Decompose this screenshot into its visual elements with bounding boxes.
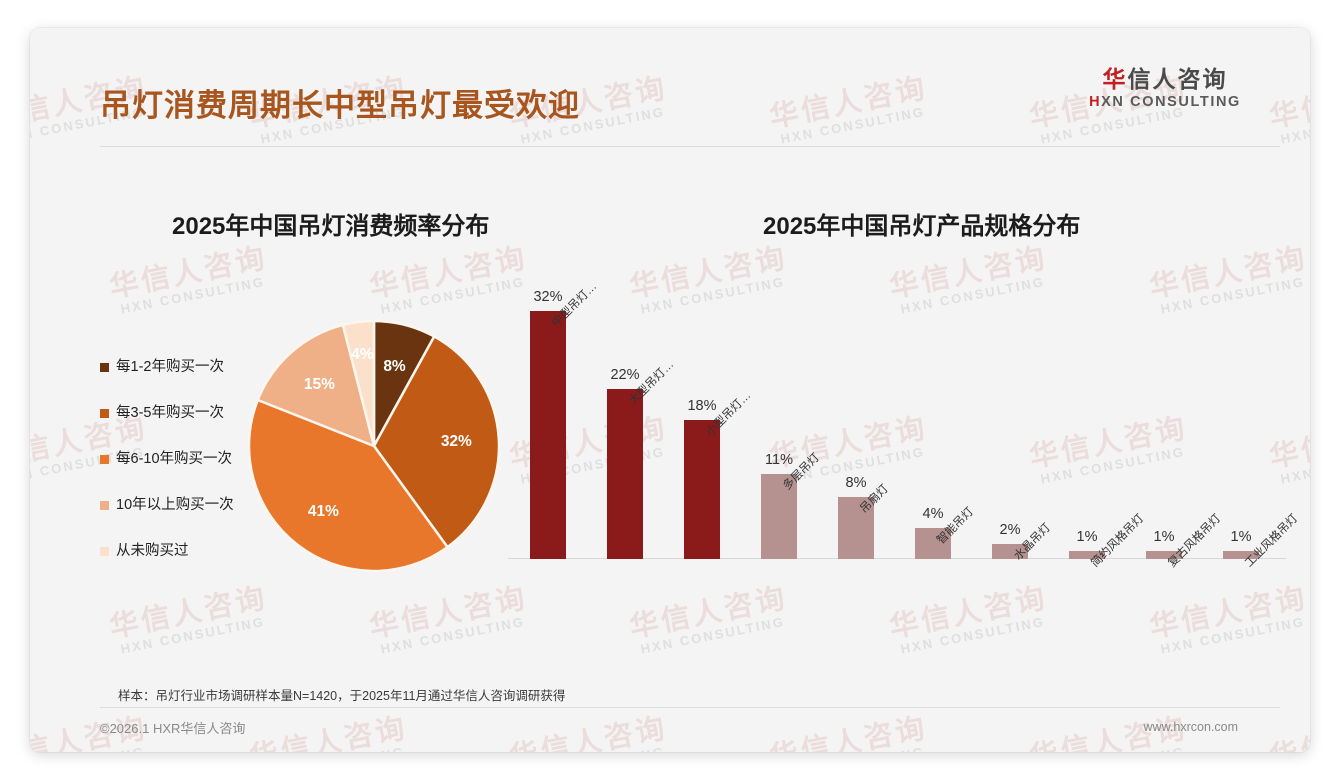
pie-slice-label: 32%: [441, 433, 472, 450]
bar-column: 1% 复古风格吊灯: [1132, 513, 1223, 570]
bar-value-label: 22%: [610, 366, 640, 383]
company-logo: 华信人咨询 HXN CONSULTING: [1060, 66, 1270, 112]
bar-column: 1% 简约风格吊灯: [1055, 513, 1146, 570]
bar-column: 2% 水晶吊灯: [978, 521, 1053, 562]
bar-value-label: 8%: [845, 475, 867, 491]
bar-rect[interactable]: [530, 311, 566, 559]
bar-value-label: 1%: [1153, 529, 1175, 546]
bar-chart-title: 2025年中国吊灯产品规格分布: [763, 213, 1081, 240]
bar-value-label: 11%: [765, 451, 793, 468]
bar-value-label: 1%: [1230, 529, 1252, 546]
bar-rect[interactable]: [607, 388, 643, 559]
pie-legend-item[interactable]: 每6-10年购买一次: [100, 450, 234, 468]
logo-english-text: HXN CONSULTING: [1060, 93, 1270, 112]
bar-rect[interactable]: [992, 543, 1028, 559]
pie-slice-label: 4%: [351, 346, 374, 363]
legend-item-label: 10年以上购买一次: [116, 497, 234, 513]
legend-color-swatch: [100, 547, 109, 556]
logo-chinese-text: 华信人咨询: [1060, 66, 1270, 92]
legend-color-swatch: [100, 363, 109, 372]
pie-slice[interactable]: [372, 334, 501, 549]
logo-chinese-rest: 信人咨询: [1127, 66, 1228, 92]
bar-column: 4% 智能吊灯: [901, 506, 976, 559]
legend-color-swatch: [100, 455, 109, 464]
copyright-text: ©2026.1 HXR华信人咨询: [100, 721, 246, 736]
pie-chart-graphic: 8% 32% 41% 15% 4%: [247, 319, 501, 573]
bar-value-label: 2%: [999, 521, 1021, 538]
slide-header: 吊灯消费周期长中型吊灯最受欢迎 华信人咨询 HXN CONSULTING: [30, 28, 1310, 123]
legend-item-label: 每1-2年购买一次: [116, 359, 224, 375]
pie-slice[interactable]: [341, 319, 376, 447]
pie-slice-label: 41%: [308, 503, 339, 520]
legend-item-label: 每6-10年购买一次: [116, 451, 233, 467]
logo-english-rest: XN CONSULTING: [1101, 94, 1241, 111]
bar-column: 8% 吊扇灯: [824, 475, 891, 559]
legend-color-swatch: [100, 501, 109, 510]
page-title: 吊灯消费周期长中型吊灯最受欢迎: [100, 88, 580, 123]
website-text: www.hxrcon.com: [1143, 720, 1238, 734]
pie-chart-panel: 每1-2年购买一次 每3-5年购买一次 每6-10年购买一次 10年以上购买一次 从未购…: [70, 258, 530, 638]
pie-legend-item[interactable]: 10年以上购买一次: [100, 496, 234, 514]
bar-rect[interactable]: [1146, 551, 1182, 559]
bar-column: 22% 大型吊灯…: [593, 358, 676, 559]
bar-column: 1% 工业风格吊灯: [1209, 513, 1300, 570]
bar-column: 11% 多层吊灯: [747, 451, 822, 559]
pie-slice[interactable]: [256, 323, 376, 449]
pie-legend-item[interactable]: 每1-2年购买一次: [100, 358, 234, 376]
bar-rect[interactable]: [915, 528, 951, 559]
bar-column: 18% 小型吊灯…: [670, 389, 753, 559]
bar-value-label: 1%: [1076, 529, 1098, 546]
header-divider: [100, 146, 1280, 147]
footer-divider: [100, 707, 1280, 708]
legend-item-label: 从未购买过: [116, 543, 189, 559]
bar-column: 32% 中型吊灯…: [516, 280, 599, 559]
bar-chart-panel: 32% 中型吊灯… 22% 大型吊灯… 18% 小型吊灯… 11% 多层吊灯 8% 吊扇灯 4% 智能…: [500, 273, 1300, 663]
legend-color-swatch: [100, 409, 109, 418]
logo-hua-character: 华: [1102, 66, 1128, 92]
pie-legend-item[interactable]: 每3-5年购买一次: [100, 404, 234, 422]
bar-rect[interactable]: [684, 419, 720, 559]
bar-chart-baseline: [508, 558, 1286, 559]
pie-legend-item[interactable]: 从未购买过: [100, 542, 234, 560]
bar-value-label: 18%: [687, 397, 717, 414]
bar-rect[interactable]: [761, 473, 797, 559]
bar-rect[interactable]: [838, 497, 874, 559]
bar-rect[interactable]: [1069, 551, 1105, 559]
bar-value-label: 4%: [922, 506, 944, 522]
sample-note: 样本：吊灯行业市场调研样本量N=1420，于2025年11月通过华信人咨询调研获…: [118, 689, 566, 703]
pie-slice[interactable]: [247, 398, 450, 573]
bar-value-label: 32%: [533, 289, 563, 305]
legend-item-label: 每3-5年购买一次: [116, 405, 224, 421]
bar-rect[interactable]: [1223, 551, 1259, 559]
slide-card: 华信人咨询 HXN CONSULTING 华信人咨询 HXN CONSULTING 华信…: [30, 28, 1310, 752]
pie-slice-label: 8%: [383, 358, 406, 375]
logo-h-character: H: [1089, 94, 1102, 111]
pie-chart-title: 2025年中国吊灯消费频率分布: [172, 213, 490, 240]
pie-slice-label: 15%: [304, 376, 335, 393]
